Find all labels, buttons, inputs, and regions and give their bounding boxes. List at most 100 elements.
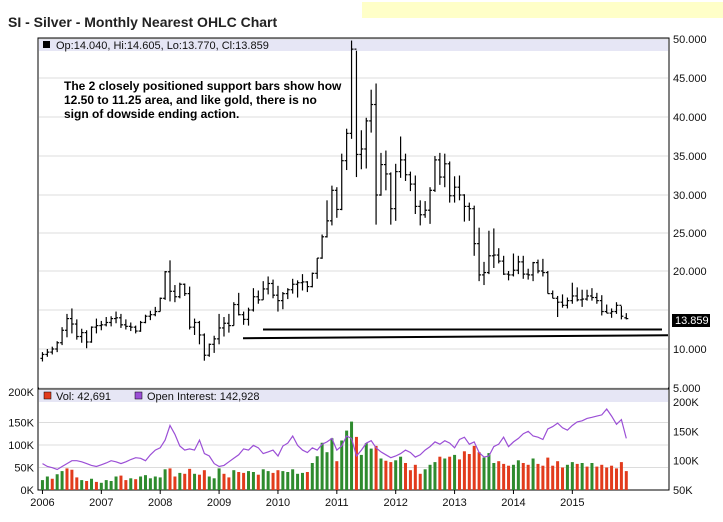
volume-bar [119,475,123,490]
ohlc-bar [624,313,629,320]
ohlc-bar [555,295,560,318]
ohlc-bar [472,205,477,256]
volume-bar [335,461,339,490]
volume-bar [300,472,304,490]
annotation-line-3: sign of dowside ending action. [64,107,239,121]
ohlc-bar [565,297,570,309]
volume-bar [526,464,530,490]
ohlc-bar [521,255,526,279]
ohlc-bar [364,117,369,169]
ohlc-bar [540,258,545,277]
volume-bar [448,456,452,490]
volume-bar [389,462,393,490]
ohlc-bar [398,136,403,178]
volume-bar [433,462,437,490]
x-tick-label: 2008 [148,497,172,509]
last-price-box [672,314,710,327]
volume-bar [418,473,422,490]
ohlc-bar [374,83,379,225]
volume-bar [570,462,574,490]
ohlc-bar [212,335,217,353]
volume-bar [60,471,64,490]
ohlc-bar [290,278,295,294]
ohlc-bar [305,281,310,293]
price-tick-label: 5.000 [673,383,701,395]
ohlc-bar [482,261,487,286]
header-highlight-strip [362,2,723,18]
ohlc-bar [418,200,423,226]
volume-bar [183,473,187,490]
ohlc-bar [511,253,516,277]
x-tick-label: 2012 [383,497,407,509]
volume-bar [423,469,427,490]
ohlc-bar [251,288,256,312]
volume-bar [75,477,79,490]
volume-bar [247,471,251,490]
ohlc-bar [187,286,192,330]
volume-bar [178,472,182,490]
volume-left-tick: 0K [21,485,35,497]
ohlc-bar [604,304,609,314]
volume-bar [330,438,334,490]
ohlc-bar [437,152,442,185]
x-tick-label: 2014 [501,497,525,509]
ohlc-bar [177,282,182,299]
volume-bar [359,454,363,490]
volume-bar [364,443,368,490]
volume-bar [70,469,74,490]
volume-bar [256,474,260,490]
volume-bar [482,457,486,490]
ohlc-bar [339,153,344,211]
price-y-axis: 5.000 10.000 20.000 25.000 30.000 35.000 40.00… [673,34,707,395]
volume-bar [374,445,378,490]
volume-bar [266,471,270,490]
ohlc-bar [246,307,251,326]
volume-bar [551,465,555,490]
volume-bar [462,451,466,490]
volume-bar [605,467,609,490]
volume-bar [80,480,84,490]
volume-bar [148,478,152,490]
volume-bar [55,474,59,490]
ohlc-bar [388,172,393,225]
ohlc-bar [614,302,619,314]
price-legend-band [39,39,668,51]
last-price-label: 13.859 [675,315,709,327]
ohlc-bar [256,290,261,304]
ohlc-bar [545,271,550,295]
ohlc-bar [575,287,580,302]
volume-bar [585,466,589,490]
volume-bar [511,464,515,490]
volume-bar [143,475,147,490]
volume-bar [595,466,599,490]
ohlc-bar [423,201,428,218]
volume-bar [315,456,319,490]
ohlc-bar [236,292,241,316]
ohlc-bar [163,271,168,300]
volume-bar [207,476,211,490]
volume-bar [413,464,417,490]
volume-bar [492,463,496,490]
ohlc-bar [315,257,320,279]
ohlc-bar [393,163,398,221]
ohlc-bar [266,276,271,295]
volume-bar [507,465,511,490]
volume-axes: 200K 150K 100K 50K 0K 200K 150K 100K 50K [8,387,699,497]
volume-bar [580,463,584,490]
ohlc-bar [207,343,212,357]
volume-bar [65,468,69,490]
volume-bar [516,460,520,490]
volume-bar [428,464,432,490]
x-tick-label: 2011 [325,497,349,509]
ohlc-bar [531,261,536,282]
ohlc-bar [403,153,408,181]
oi-right-tick: 200K [673,397,699,409]
ohlc-bar [320,234,325,259]
ohlc-bar [432,156,437,192]
volume-bar [404,463,408,490]
volume-bar [541,465,545,490]
ohlc-bar [172,285,177,303]
x-axis: 2006 2007 2008 2009 2010 2011 2012 2013 2014 2015 [30,490,585,509]
ohlc-bar [329,185,334,226]
volume-bar [384,460,388,490]
